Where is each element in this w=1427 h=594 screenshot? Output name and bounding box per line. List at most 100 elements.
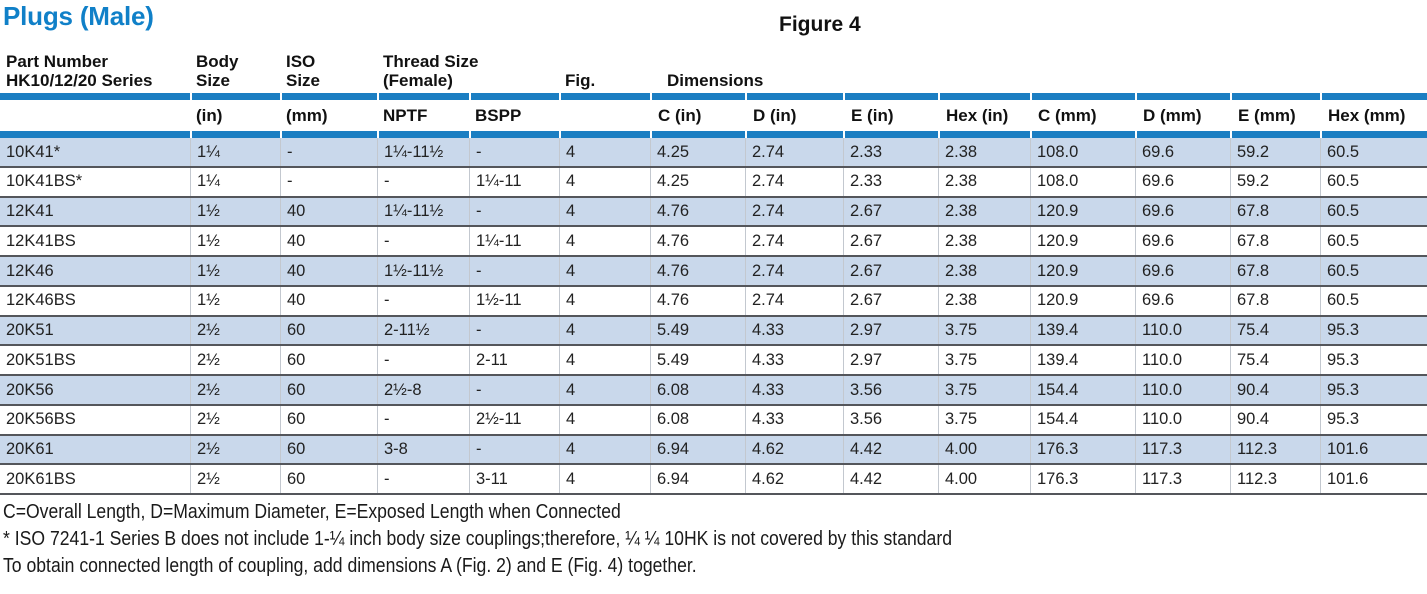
divider-bar-segment bbox=[745, 131, 843, 138]
table-cell: 4.42 bbox=[843, 435, 938, 464]
iso-size-header-line2: Size bbox=[286, 71, 321, 90]
divider-bar-segment bbox=[0, 93, 190, 100]
table-cell: 176.3 bbox=[1030, 465, 1135, 493]
table-cell: 59.2 bbox=[1230, 138, 1320, 166]
table-cell: 2.38 bbox=[938, 167, 1030, 196]
table-cell: 2.97 bbox=[843, 316, 938, 345]
table-row: 12K46BS 1½ 40-1½-11 4 4.76 2.74 2.67 2.38 120.9 6… bbox=[0, 286, 1427, 317]
subheader-cell: C (in) bbox=[658, 105, 702, 125]
table-cell: 1¼ bbox=[190, 167, 280, 196]
table-cell: 40 bbox=[280, 227, 377, 255]
table-cell: 110.0 bbox=[1135, 405, 1230, 434]
table-row: 20K51 2½ 60 2-11½ -4 5.49 4.33 2.97 3.75 139.4 110… bbox=[0, 316, 1427, 347]
table-cell: 69.6 bbox=[1135, 257, 1230, 285]
table-cell: 67.8 bbox=[1230, 227, 1320, 255]
table-cell: 4 bbox=[559, 197, 650, 226]
column-group-thread-size: Thread Size (Female) bbox=[377, 40, 559, 93]
table-cell: 4 bbox=[559, 376, 650, 404]
table-cell: 1¼-11 bbox=[469, 167, 559, 196]
note-connected-length: To obtain connected length of coupling, … bbox=[3, 555, 697, 577]
divider-bar-segment bbox=[469, 93, 559, 100]
table-cell: 4.76 bbox=[650, 257, 745, 285]
table-cell: 3.56 bbox=[843, 405, 938, 434]
table-cell: 117.3 bbox=[1135, 435, 1230, 464]
table-cell: 3.75 bbox=[938, 316, 1030, 345]
table-cell: 2.74 bbox=[745, 138, 843, 166]
table-cell: 4.76 bbox=[650, 286, 745, 315]
footnotes: C=Overall Length, D=Maximum Diameter, E=… bbox=[3, 499, 1427, 580]
table-row: 12K41BS 1½ 40-1¼-11 4 4.76 2.74 2.67 2.38 120.9 6… bbox=[0, 227, 1427, 257]
table-cell: 69.6 bbox=[1135, 286, 1230, 315]
table-cell: 108.0 bbox=[1030, 167, 1135, 196]
table-cell: - bbox=[469, 316, 559, 345]
table-cell: 110.0 bbox=[1135, 346, 1230, 374]
table-cell: 120.9 bbox=[1030, 286, 1135, 315]
table-cell: 2.67 bbox=[843, 286, 938, 315]
table-cell: 4 bbox=[559, 138, 650, 166]
table-cell: 120.9 bbox=[1030, 257, 1135, 285]
table-cell: 139.4 bbox=[1030, 316, 1135, 345]
table-subheader-row: (in) (mm) NPTF BSPP C (in) D (in) E (in) Hex (i… bbox=[0, 100, 1427, 131]
table-cell: 2.38 bbox=[938, 227, 1030, 255]
thread-size-header-line1: Thread Size bbox=[383, 52, 479, 71]
table-cell: 6.94 bbox=[650, 435, 745, 464]
divider-bar-segment bbox=[469, 131, 559, 138]
part-number-cell: 10K41* bbox=[6, 142, 61, 161]
table-cell: 2½-11 bbox=[469, 405, 559, 434]
table-cell: 4 bbox=[559, 405, 650, 434]
table-cell: 69.6 bbox=[1135, 167, 1230, 196]
part-number-cell: 12K46 bbox=[6, 261, 54, 280]
table-cell: - bbox=[377, 227, 469, 255]
body-size-header-line1: Body bbox=[196, 52, 239, 71]
table-cell: 3-11 bbox=[469, 465, 559, 493]
table-cell: 2.97 bbox=[843, 346, 938, 374]
table-cell: 1¼-11½ bbox=[377, 197, 469, 226]
table-cell: 2.74 bbox=[745, 197, 843, 226]
table-cell: 1½ bbox=[190, 227, 280, 255]
table-cell: 4.00 bbox=[938, 435, 1030, 464]
table-cell: 60.5 bbox=[1320, 227, 1427, 255]
table-cell: 95.3 bbox=[1320, 405, 1427, 434]
part-number-cell: 10K41BS* bbox=[6, 172, 83, 191]
table-cell: 2.38 bbox=[938, 197, 1030, 226]
table-cell: 4.76 bbox=[650, 227, 745, 255]
subheader-cell: NPTF bbox=[383, 105, 428, 125]
table-cell: 4.62 bbox=[745, 465, 843, 493]
table-cell: 1½-11½ bbox=[377, 257, 469, 285]
subheader-cell: BSPP bbox=[475, 105, 522, 125]
table-cell: 4.33 bbox=[745, 405, 843, 434]
table-row: 20K56BS 2½ 60-2½-11 4 6.08 4.33 3.56 3.75 154.4 1… bbox=[0, 405, 1427, 436]
table-cell: - bbox=[377, 286, 469, 315]
thread-size-header-line2: (Female) bbox=[383, 71, 453, 90]
note-iso-standard: * ISO 7241-1 Series B does not include 1… bbox=[3, 528, 952, 550]
table-cell: 90.4 bbox=[1230, 405, 1320, 434]
table-cell: 139.4 bbox=[1030, 346, 1135, 374]
table-cell: 154.4 bbox=[1030, 376, 1135, 404]
column-group-body-size: Body Size bbox=[190, 40, 280, 93]
table-cell: 2½ bbox=[190, 405, 280, 434]
figure-label: Figure 4 bbox=[779, 13, 861, 36]
divider-bar-segment bbox=[843, 131, 938, 138]
table-cell: 4 bbox=[559, 435, 650, 464]
table-cell: - bbox=[469, 376, 559, 404]
table-cell: 60 bbox=[280, 346, 377, 374]
table-cell: - bbox=[377, 405, 469, 434]
table-cell: 2½ bbox=[190, 435, 280, 464]
table-cell: 2.67 bbox=[843, 227, 938, 255]
table-cell: 120.9 bbox=[1030, 197, 1135, 226]
divider-bar-segment bbox=[1230, 93, 1320, 100]
table-cell: 6.94 bbox=[650, 465, 745, 493]
table-cell: 69.6 bbox=[1135, 227, 1230, 255]
table-cell: 1½ bbox=[190, 286, 280, 315]
table-cell: 4 bbox=[559, 227, 650, 255]
table-cell: 112.3 bbox=[1230, 435, 1320, 464]
page-title: Plugs (Male) bbox=[3, 1, 154, 31]
table-cell: - bbox=[377, 465, 469, 493]
table-cell: 4.00 bbox=[938, 465, 1030, 493]
table-cell: - bbox=[469, 257, 559, 285]
table-row: 20K56 2½ 60 2½-8-4 6.08 4.33 3.56 3.75 154.4 110.… bbox=[0, 376, 1427, 406]
divider-bar-segment bbox=[280, 93, 377, 100]
part-number-cell: 20K61BS bbox=[6, 469, 76, 488]
table-cell: 1¼ bbox=[190, 138, 280, 166]
header-divider-bar-bottom bbox=[0, 131, 1427, 138]
